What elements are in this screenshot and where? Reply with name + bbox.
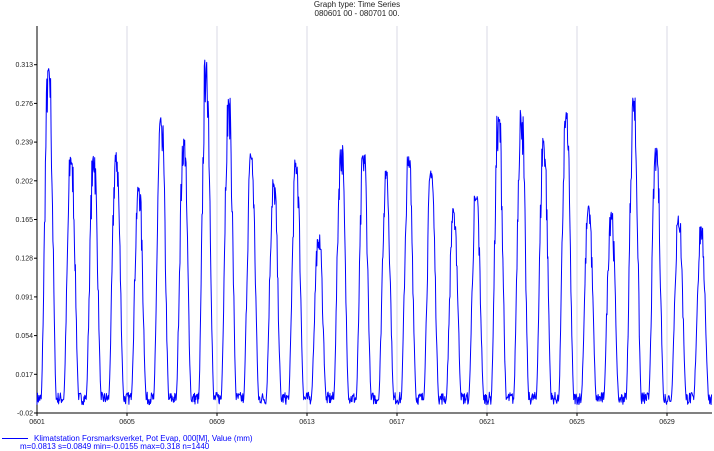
y-tick-label: 0.239 bbox=[15, 140, 33, 147]
y-tick-label: 0.091 bbox=[15, 294, 33, 301]
x-tick-label: 0613 bbox=[299, 419, 315, 426]
legend-series-swatch bbox=[2, 438, 28, 439]
x-tick-label: 0605 bbox=[119, 419, 135, 426]
x-tick-label: 0621 bbox=[479, 419, 495, 426]
axis-layer bbox=[34, 26, 712, 416]
x-tick-label: 0629 bbox=[659, 419, 675, 426]
time-series-chart: -0.02 0.017 0.054 0.091 0.128 0.165 0.202 0.239… bbox=[15, 26, 712, 426]
x-tick-label: 0609 bbox=[209, 419, 225, 426]
series-line bbox=[36, 59, 712, 406]
legend-series-label: Klimatstation Forsmarksverket, Pot Evap,… bbox=[34, 434, 253, 443]
date-range-subtitle: 080601 00 - 080701 00. bbox=[314, 9, 400, 18]
y-tick-label: 0.276 bbox=[15, 101, 33, 108]
x-tick-label: 0601 bbox=[29, 419, 45, 426]
x-tick-label: 0625 bbox=[569, 419, 585, 426]
tick-label-layer: -0.02 0.017 0.054 0.091 0.128 0.165 0.202 0.239… bbox=[15, 62, 674, 426]
y-tick-label: 0.017 bbox=[15, 372, 33, 379]
y-tick-label: -0.02 bbox=[17, 411, 33, 418]
y-tick-label: 0.128 bbox=[15, 256, 33, 263]
y-tick-label: 0.202 bbox=[15, 178, 33, 185]
legend-statistics: m=0.0813 s=0.0849 min=-0.0155 max=0.318 … bbox=[20, 442, 210, 451]
y-tick-label: 0.054 bbox=[15, 333, 33, 340]
y-tick-label: 0.313 bbox=[15, 62, 33, 69]
x-tick-label: 0617 bbox=[389, 419, 405, 426]
chart-legend: Klimatstation Forsmarksverket, Pot Evap,… bbox=[0, 434, 714, 451]
graph-type-title: Graph type: Time Series bbox=[313, 0, 401, 9]
series-layer bbox=[36, 59, 712, 406]
y-tick-label: 0.165 bbox=[15, 217, 33, 224]
